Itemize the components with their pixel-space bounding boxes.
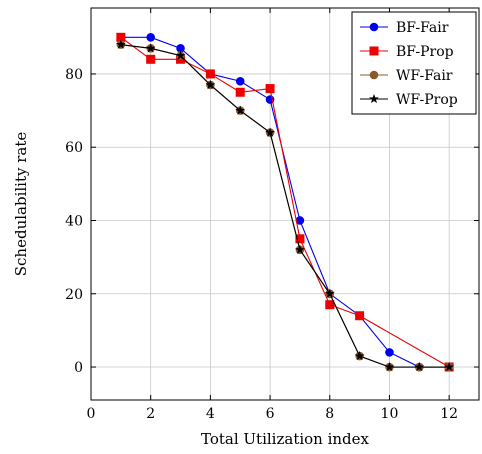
y-tick-label: 80 [65, 67, 83, 83]
data-point [205, 69, 215, 79]
data-point [235, 76, 245, 86]
data-point [115, 39, 126, 49]
data-point [295, 244, 305, 254]
legend-label: WF-Fair [396, 68, 453, 84]
data-point [354, 350, 365, 361]
legend-item: WF-Prop [360, 92, 458, 108]
data-point [265, 127, 275, 137]
y-tick-label: 60 [65, 140, 83, 156]
data-point [235, 105, 246, 115]
legend: BF-Fair BF-Prop WF-Fair WF-Prop [351, 11, 477, 115]
series-line [120, 44, 450, 368]
data-point [384, 361, 395, 372]
legend-label: BF-Fair [396, 20, 449, 36]
plot-frame [90, 7, 480, 401]
legend-marker [369, 22, 379, 32]
x-tick-label: 4 [206, 406, 215, 422]
series-layer [115, 32, 455, 372]
x-tick-label: 8 [325, 406, 334, 422]
legend-item: BF-Fair [360, 20, 449, 36]
x-tick-label: 2 [146, 406, 155, 422]
series-line [120, 36, 450, 368]
x-tick-label: 6 [266, 406, 275, 422]
data-point [414, 361, 425, 372]
x-axis-label: Total Utilization index [201, 430, 370, 448]
tick-layer: 0 2 4 6 8 10 12 0 20 40 60 80 [65, 8, 479, 422]
x-tick-label: 0 [87, 406, 96, 422]
data-point [385, 348, 394, 357]
legend-marker [369, 46, 379, 56]
y-tick-label: 20 [65, 287, 83, 303]
legend-marker [369, 93, 379, 104]
series-line [120, 36, 450, 368]
y-axis-label: Schedulability rate [12, 132, 30, 277]
data-point [235, 87, 245, 97]
data-point [265, 84, 275, 94]
data-point [205, 79, 216, 90]
legend-item: WF-Fair [360, 68, 453, 84]
legend-marker [369, 70, 379, 80]
legend-label: WF-Prop [396, 92, 458, 108]
data-point [444, 361, 455, 372]
data-point [146, 54, 156, 64]
y-tick-label: 40 [65, 213, 83, 229]
data-point [295, 234, 305, 244]
data-point [325, 300, 335, 310]
data-point [355, 311, 365, 321]
x-tick-label: 10 [381, 406, 399, 422]
data-point [175, 50, 186, 60]
legend-label: BF-Prop [396, 44, 454, 60]
data-point [145, 43, 156, 53]
data-point [324, 288, 335, 298]
series-wf-prop [115, 39, 455, 372]
y-tick-label: 0 [74, 360, 83, 376]
legend-item: BF-Prop [360, 44, 454, 60]
x-tick-label: 12 [440, 406, 458, 422]
data-point [146, 33, 155, 42]
